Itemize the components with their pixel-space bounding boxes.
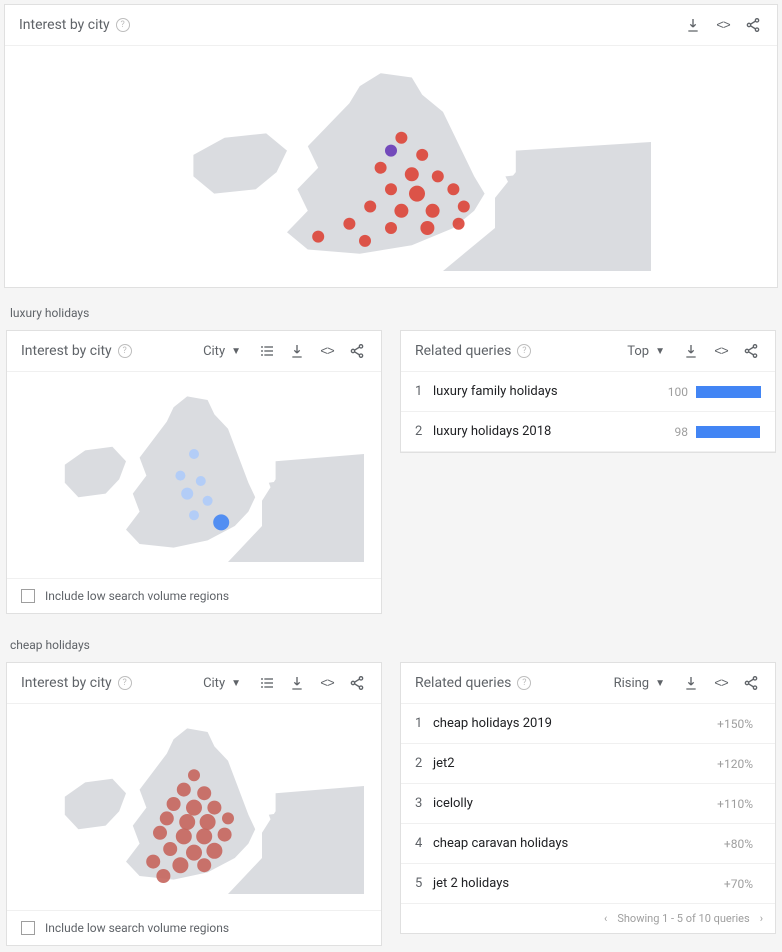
card-header: Related queries ? Top▼ <> (401, 331, 775, 372)
query-value: +150% (713, 717, 753, 731)
related-queries-card: Related queries ? Rising▼ <> 1 cheap hol… (400, 662, 776, 934)
section-label: cheap holidays (0, 620, 782, 662)
embed-icon[interactable]: <> (711, 341, 731, 361)
pager-next-icon[interactable]: › (760, 912, 763, 925)
help-icon[interactable]: ? (116, 18, 130, 32)
region-dropdown[interactable]: City▼ (203, 344, 241, 359)
map-container (5, 46, 777, 287)
card-title: Related queries (415, 343, 511, 359)
embed-icon[interactable]: <> (711, 673, 731, 693)
interest-by-city-card: Interest by city ? City▼ <> (6, 662, 382, 946)
query-value: +110% (713, 797, 753, 811)
query-rank: 1 (415, 716, 433, 731)
list-view-icon[interactable] (257, 673, 277, 693)
card-header: Interest by city ? City▼ <> (7, 331, 381, 372)
share-icon[interactable] (347, 341, 367, 361)
query-value: +70% (713, 877, 753, 891)
help-icon[interactable]: ? (118, 676, 132, 690)
query-row[interactable]: 5 jet 2 holidays +70% (401, 864, 775, 904)
card-title: Interest by city (21, 675, 112, 691)
download-icon[interactable] (681, 341, 701, 361)
share-icon[interactable] (741, 341, 761, 361)
query-term: jet2 (433, 756, 713, 771)
share-icon[interactable] (347, 673, 367, 693)
query-value: 100 (648, 385, 688, 399)
share-icon[interactable] (743, 15, 763, 35)
query-rank: 5 (415, 876, 433, 891)
card-title: Interest by city (19, 17, 110, 33)
query-term: cheap caravan holidays (433, 836, 713, 851)
query-rank: 4 (415, 836, 433, 851)
download-icon[interactable] (287, 341, 307, 361)
query-row[interactable]: 2 luxury holidays 2018 98 (401, 412, 775, 452)
query-rank: 2 (415, 424, 433, 439)
map-container (7, 704, 381, 910)
query-rank: 1 (415, 384, 433, 399)
region-dropdown[interactable]: City▼ (203, 676, 241, 691)
map-container (7, 372, 381, 578)
download-icon[interactable] (681, 673, 701, 693)
pager-prev-icon[interactable]: ‹ (604, 912, 607, 925)
card-header: Interest by city ? City▼ <> (7, 663, 381, 704)
uk-map-large[interactable] (131, 56, 651, 271)
query-row[interactable]: 1 cheap holidays 2019 +150% (401, 704, 775, 744)
help-icon[interactable]: ? (118, 344, 132, 358)
checkbox-label: Include low search volume regions (45, 921, 229, 935)
uk-map[interactable] (24, 382, 364, 562)
query-row[interactable]: 4 cheap caravan holidays +80% (401, 824, 775, 864)
checkbox-icon (21, 921, 35, 935)
share-icon[interactable] (741, 673, 761, 693)
uk-map[interactable] (24, 714, 364, 894)
sort-dropdown[interactable]: Top▼ (627, 344, 665, 359)
query-value: 98 (648, 425, 688, 439)
query-rank: 2 (415, 756, 433, 771)
pager: ‹ Showing 1 - 5 of 10 queries › (401, 904, 775, 933)
pager-text: Showing 1 - 5 of 10 queries (617, 912, 749, 925)
include-low-volume-checkbox[interactable]: Include low search volume regions (7, 578, 381, 613)
download-icon[interactable] (683, 15, 703, 35)
query-row[interactable]: 1 luxury family holidays 100 (401, 372, 775, 412)
top-interest-card: Interest by city ? <> (4, 4, 778, 288)
help-icon[interactable]: ? (517, 344, 531, 358)
query-row[interactable]: 3 icelolly +110% (401, 784, 775, 824)
checkbox-icon (21, 589, 35, 603)
checkbox-label: Include low search volume regions (45, 589, 229, 603)
query-row[interactable]: 2 jet2 +120% (401, 744, 775, 784)
query-term: luxury family holidays (433, 384, 648, 399)
card-title: Related queries (415, 675, 511, 691)
query-value: +120% (713, 757, 753, 771)
card-header: Related queries ? Rising▼ <> (401, 663, 775, 704)
interest-by-city-card: Interest by city ? City▼ <> (6, 330, 382, 614)
card-title: Interest by city (21, 343, 112, 359)
query-rank: 3 (415, 796, 433, 811)
embed-icon[interactable]: <> (317, 673, 337, 693)
embed-icon[interactable]: <> (713, 15, 733, 35)
section-label: luxury holidays (0, 288, 782, 330)
query-bar (696, 386, 761, 398)
download-icon[interactable] (287, 673, 307, 693)
query-term: luxury holidays 2018 (433, 424, 648, 439)
embed-icon[interactable]: <> (317, 341, 337, 361)
sort-dropdown[interactable]: Rising▼ (614, 676, 665, 691)
query-term: cheap holidays 2019 (433, 716, 713, 731)
query-term: jet 2 holidays (433, 876, 713, 891)
include-low-volume-checkbox[interactable]: Include low search volume regions (7, 910, 381, 945)
query-term: icelolly (433, 796, 713, 811)
list-view-icon[interactable] (257, 341, 277, 361)
help-icon[interactable]: ? (517, 676, 531, 690)
card-header: Interest by city ? <> (5, 5, 777, 46)
related-queries-card: Related queries ? Top▼ <> 1 luxury famil… (400, 330, 776, 453)
query-bar (696, 426, 761, 438)
query-value: +80% (713, 837, 753, 851)
